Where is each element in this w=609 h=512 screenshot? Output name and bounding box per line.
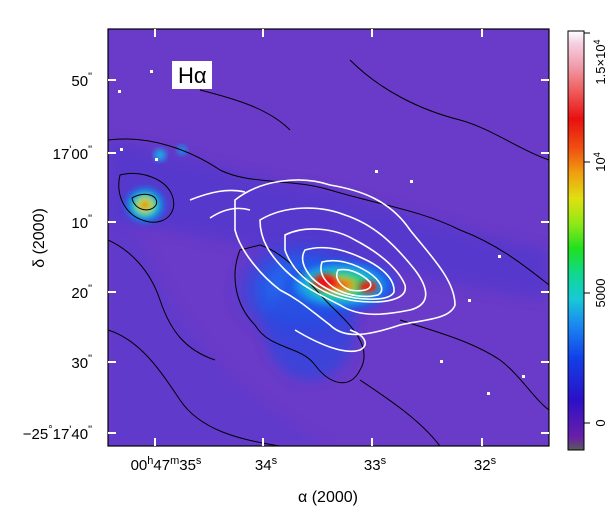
x-tick-label: 00h47m35s xyxy=(131,455,202,474)
band-label-box: Hα xyxy=(172,61,212,89)
tick-marks xyxy=(108,29,549,446)
x-tick-label: 33s xyxy=(364,455,387,474)
y-tick-label: 20" xyxy=(71,283,92,302)
band-label: Hα xyxy=(178,63,207,88)
colorbar-tick-label: 0 xyxy=(593,419,608,426)
y-tick-labels: 50" 17'00" 10" 20" 30" −25°17'40" xyxy=(23,71,92,443)
colorbar-tick-label: 104 xyxy=(592,152,608,171)
x-tick-labels: 00h47m35s 34s 33s 32s xyxy=(131,455,497,474)
x-tick-label: 34s xyxy=(255,455,278,474)
image-panel xyxy=(108,29,549,446)
plot-frame xyxy=(107,28,550,447)
y-tick-label: 17'00" xyxy=(53,144,92,163)
y-axis-title: δ (2000) xyxy=(31,208,48,268)
y-tick-label: 30" xyxy=(71,353,92,372)
x-tick-label: 32s xyxy=(474,455,497,474)
y-tick-label: 10" xyxy=(71,213,92,232)
y-tick-label: 50" xyxy=(71,71,92,90)
colorbar-tick-label: 5000 xyxy=(593,279,608,308)
colorbar: 0 5000 104 1.5×104 xyxy=(567,30,608,451)
colorbar-tick-label: 1.5×104 xyxy=(592,39,608,84)
x-axis-title: α (2000) xyxy=(298,489,358,506)
y-tick-label: −25°17'40" xyxy=(23,424,92,443)
